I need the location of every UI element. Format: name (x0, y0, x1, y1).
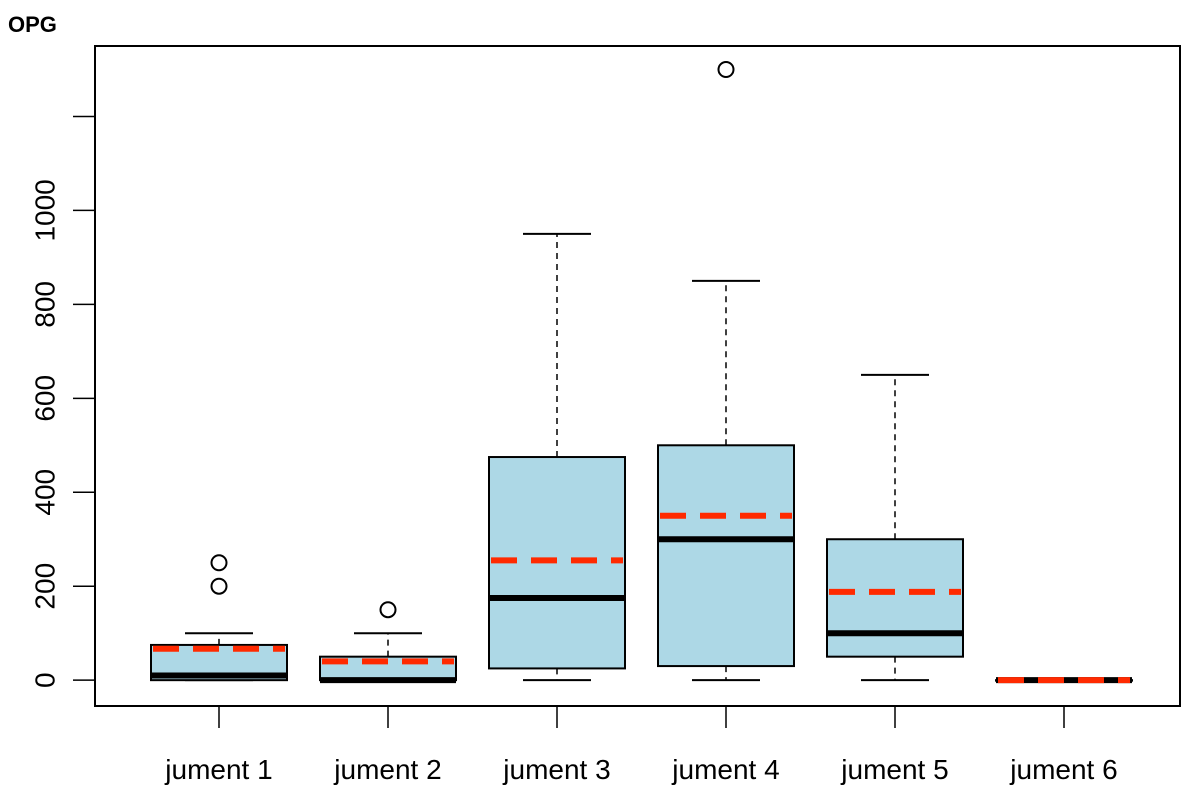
x-tick-label: jument 5 (840, 754, 948, 785)
y-tick-label: 400 (30, 469, 61, 516)
plot-frame (94, 45, 1181, 707)
y-tick-label: 1000 (30, 179, 61, 241)
box-5 (826, 373, 964, 682)
box-1 (150, 554, 288, 682)
y-axis: 0 200 400 600 800 1000 (30, 115, 96, 688)
box-body (657, 444, 795, 668)
y-tick-label: 0 (30, 672, 61, 688)
box-2 (319, 601, 457, 684)
boxes-group (150, 60, 1133, 684)
outlier-point (379, 601, 397, 619)
chart-title: OPG (8, 12, 57, 37)
y-tick-label: 200 (30, 563, 61, 610)
x-tick-label: jument 3 (502, 754, 610, 785)
x-tick-label: jument 4 (671, 754, 779, 785)
x-tick-label: jument 1 (164, 754, 272, 785)
x-tick-label: jument 6 (1009, 754, 1117, 785)
box-6 (995, 677, 1133, 684)
x-tick-label: jument 2 (333, 754, 441, 785)
box-4 (657, 60, 795, 682)
outlier-point (717, 60, 735, 78)
y-tick-label: 600 (30, 375, 61, 422)
box-body (826, 538, 964, 658)
y-tick-label: 800 (30, 281, 61, 328)
outlier-point (210, 554, 228, 572)
box-3 (488, 232, 626, 682)
outlier-point (210, 577, 228, 595)
x-axis: jument 1 jument 2 jument 3 jument 4 jument 5… (164, 705, 1118, 785)
